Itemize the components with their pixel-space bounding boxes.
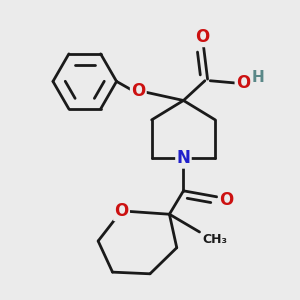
Text: O: O (114, 202, 129, 220)
Text: CH₃: CH₃ (203, 233, 228, 246)
Text: O: O (131, 82, 146, 100)
Text: H: H (251, 70, 264, 85)
Text: O: O (236, 74, 250, 92)
Text: N: N (176, 149, 190, 167)
Text: O: O (195, 28, 209, 46)
Text: O: O (219, 190, 233, 208)
